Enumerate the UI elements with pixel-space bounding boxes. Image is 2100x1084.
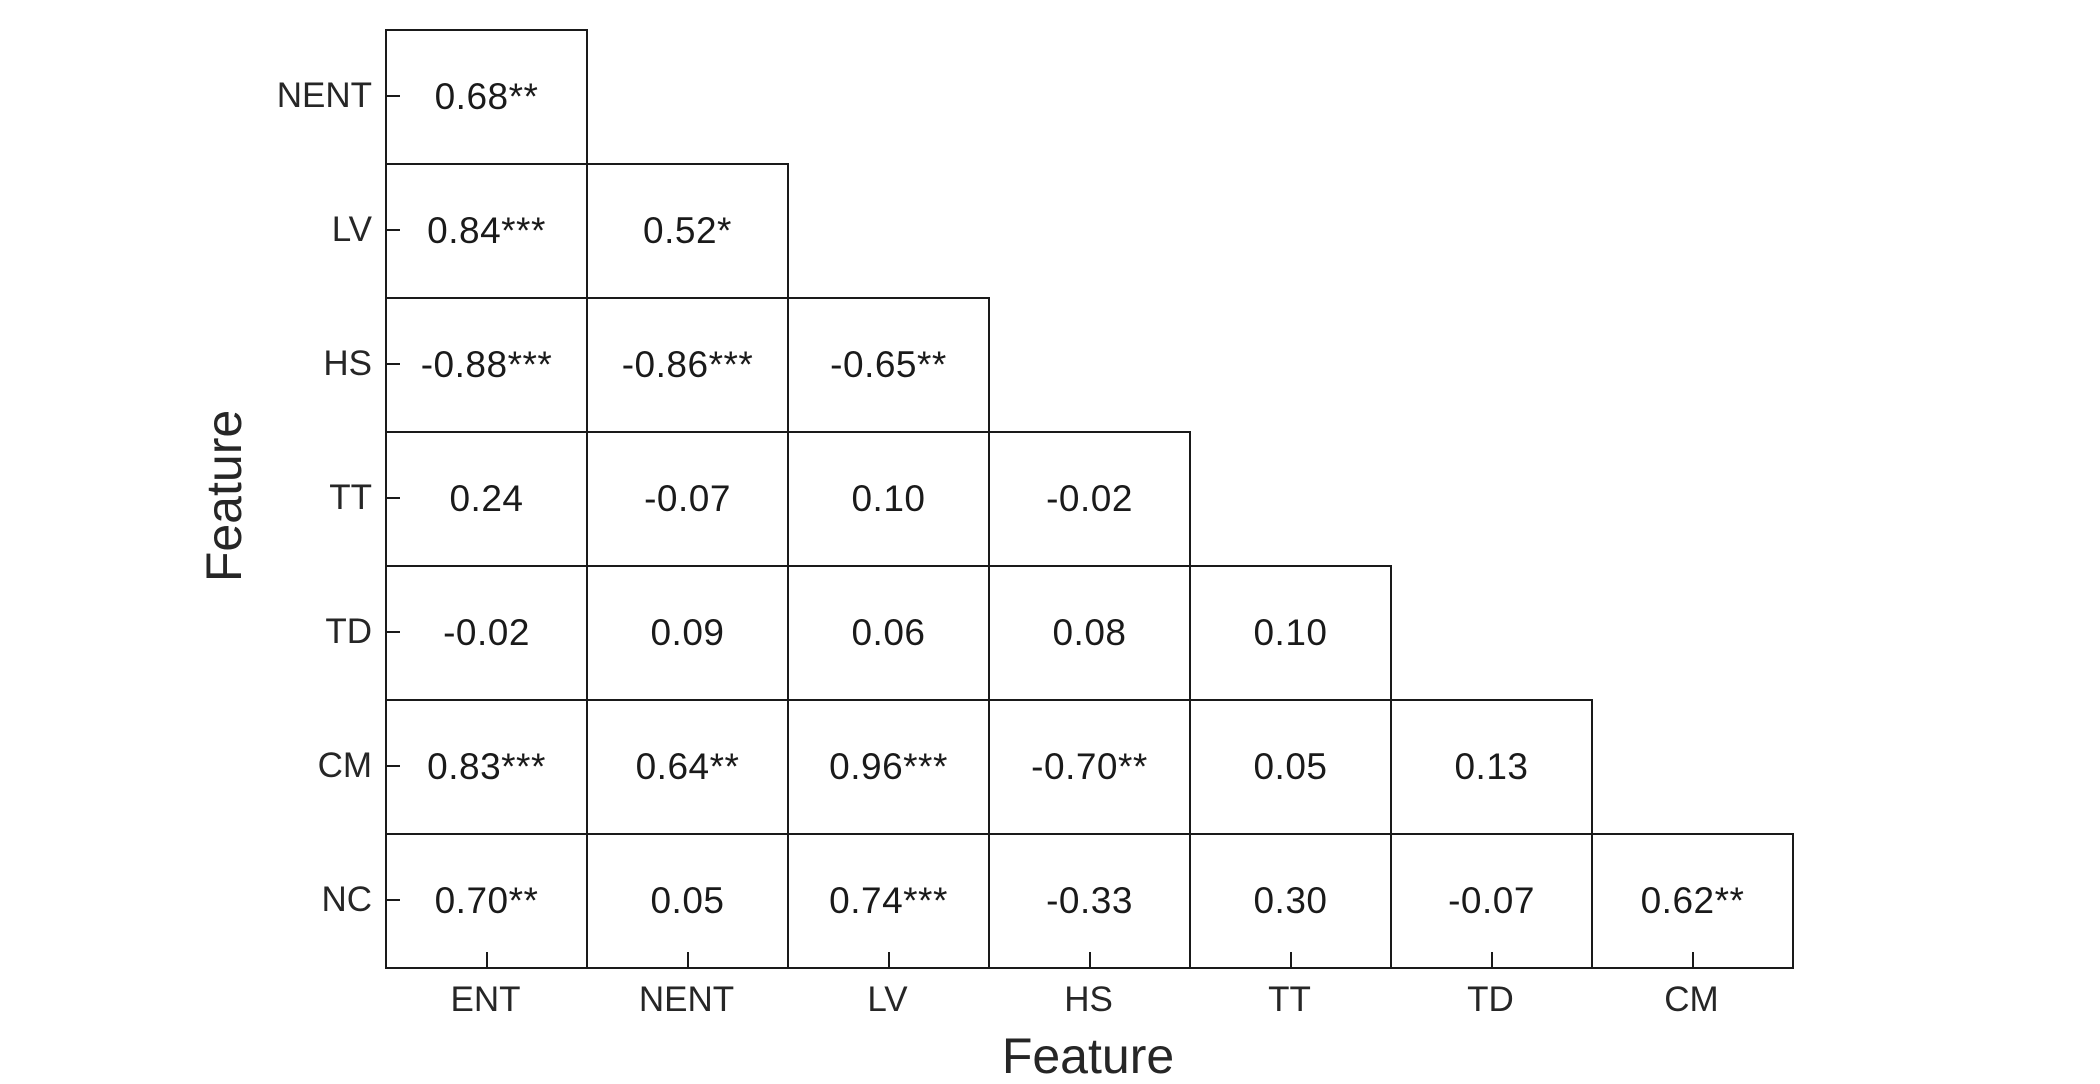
matrix-cell-NENT-ENT: 0.68** [385,29,588,165]
y-tick-label-LV: LV [331,210,372,249]
matrix-cell-TT-ENT: 0.24 [385,431,588,567]
correlation-value: -0.07 [1448,880,1535,921]
matrix-cell-TD-HS: 0.08 [988,565,1191,701]
correlation-value: 0.52* [643,210,732,251]
matrix-cell-NC-LV: 0.74*** [787,833,990,969]
y-tick-label-NENT: NENT [276,76,372,115]
y-tick-label-TT: TT [329,478,372,517]
matrix-cell-CM-ENT: 0.83*** [385,699,588,835]
matrix-cell-HS-NENT: -0.86*** [586,297,789,433]
matrix-cell-TD-ENT: -0.02 [385,565,588,701]
x-tick-label-CM: CM [1664,980,1719,1019]
x-tick-label-NENT: NENT [638,980,735,1019]
matrix-cell-TD-TT: 0.10 [1189,565,1392,701]
correlation-value: 0.24 [449,478,524,519]
correlation-value: -0.86*** [621,344,754,385]
x-tick [686,952,689,967]
x-tick [485,952,488,967]
y-axis-title: Feature [196,409,252,583]
y-tick-label-CM: CM [317,746,372,785]
x-tick [1289,952,1292,967]
correlation-value: -0.02 [443,612,530,653]
matrix-cell-NC-TT: 0.30 [1189,833,1392,969]
correlation-value: 0.05 [650,880,725,921]
y-tick [385,363,400,365]
correlation-value: -0.70** [1031,746,1148,787]
matrix-cell-NC-HS: -0.33 [988,833,1191,969]
matrix-cell-CM-NENT: 0.64** [586,699,789,835]
x-tick [1490,952,1493,967]
x-tick-label-ENT: ENT [450,980,521,1019]
correlation-value: 0.13 [1454,746,1529,787]
correlation-value: -0.02 [1046,478,1133,519]
matrix-cell-LV-ENT: 0.84*** [385,163,588,299]
correlation-value: 0.70** [434,880,539,921]
x-tick [887,952,890,967]
correlation-value: 0.74*** [829,880,948,921]
correlation-value: 0.62** [1640,880,1745,921]
correlation-value: 0.64** [635,746,740,787]
matrix-cell-HS-ENT: -0.88*** [385,297,588,433]
matrix-cell-NC-TD: -0.07 [1390,833,1593,969]
matrix-cell-NC-NENT: 0.05 [586,833,789,969]
correlation-value: -0.65** [830,344,947,385]
correlation-value: 0.09 [650,612,725,653]
matrix-cell-CM-HS: -0.70** [988,699,1191,835]
matrix-cell-TT-NENT: -0.07 [586,431,789,567]
correlation-value: 0.06 [851,612,926,653]
x-tick-label-HS: HS [1064,980,1113,1019]
matrix-cell-CM-LV: 0.96*** [787,699,990,835]
y-tick [385,899,400,901]
x-tick-label-LV: LV [867,980,908,1019]
correlation-value: 0.96*** [829,746,948,787]
correlation-value: 0.10 [1253,612,1328,653]
matrix-cell-LV-NENT: 0.52* [586,163,789,299]
correlation-value: 0.08 [1052,612,1127,653]
correlation-value: -0.33 [1046,880,1133,921]
correlation-value: 0.83*** [427,746,546,787]
y-tick-label-TD: TD [325,612,372,651]
x-axis-title: Feature [1001,1028,1175,1084]
x-tick-label-TT: TT [1268,980,1311,1019]
matrix-cell-TT-HS: -0.02 [988,431,1191,567]
matrix-cell-NC-CM: 0.62** [1591,833,1794,969]
y-tick-label-HS: HS [323,344,372,383]
correlation-value: -0.88*** [420,344,553,385]
matrix-cell-TT-LV: 0.10 [787,431,990,567]
matrix-cell-HS-LV: -0.65** [787,297,990,433]
correlation-value: 0.05 [1253,746,1328,787]
correlation-value: 0.10 [851,478,926,519]
y-tick-label-NC: NC [321,880,372,919]
matrix-cell-CM-TT: 0.05 [1189,699,1392,835]
x-tick [1691,952,1694,967]
y-tick [385,765,400,767]
matrix-cell-CM-TD: 0.13 [1390,699,1593,835]
matrix-cell-TD-LV: 0.06 [787,565,990,701]
matrix-cell-NC-ENT: 0.70** [385,833,588,969]
correlation-value: 0.68** [434,76,539,117]
y-tick [385,229,400,231]
x-tick-label-TD: TD [1467,980,1514,1019]
correlation-value: 0.30 [1253,880,1328,921]
y-tick [385,631,400,633]
y-tick [385,95,400,97]
correlation-value: 0.84*** [427,210,546,251]
y-tick [385,497,400,499]
matrix-cell-TD-NENT: 0.09 [586,565,789,701]
correlation-value: -0.07 [644,478,731,519]
x-tick [1088,952,1091,967]
